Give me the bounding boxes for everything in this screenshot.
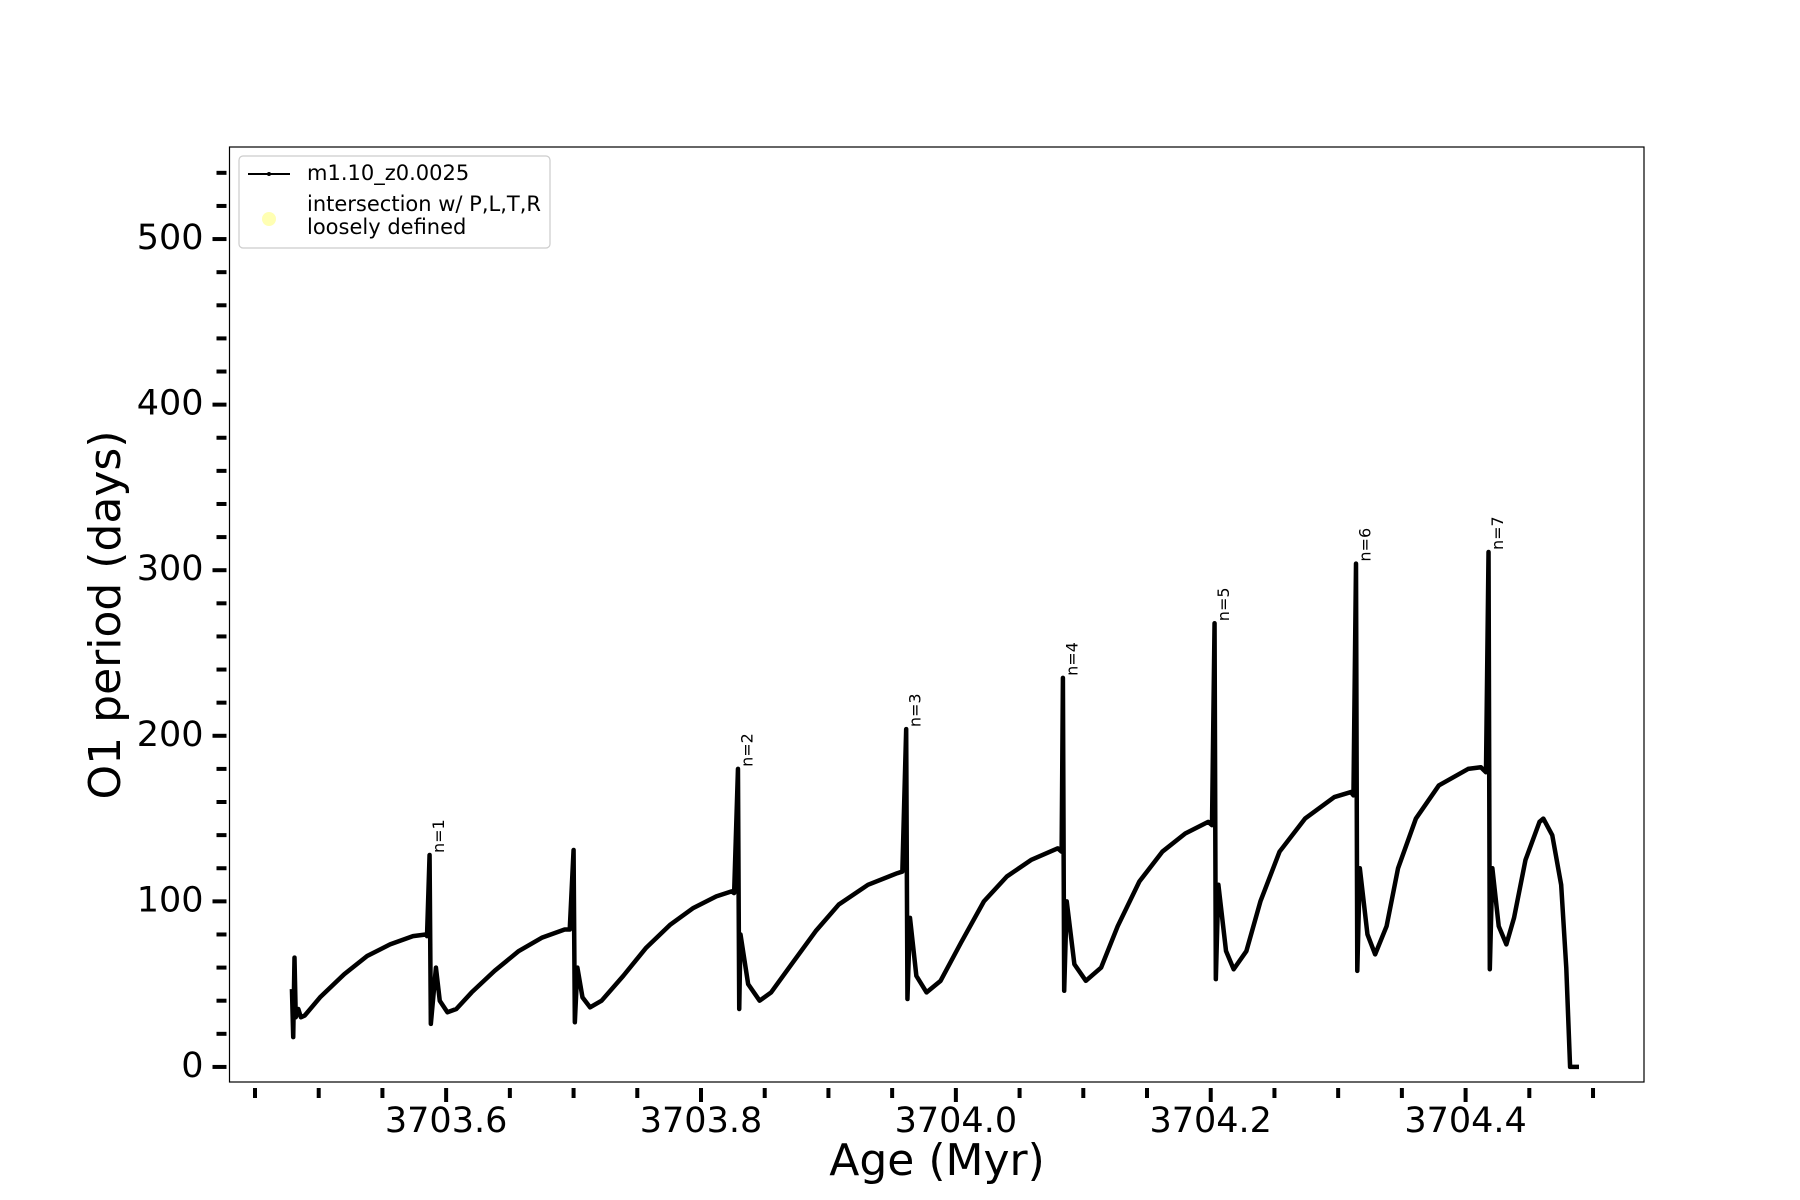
- x-tick-label: 3704.4: [1404, 1101, 1526, 1141]
- y-tick-label: 500: [137, 218, 204, 258]
- x-tick-label: 3703.8: [640, 1101, 762, 1141]
- legend-label: loosely defined: [307, 215, 466, 239]
- y-tick-label: 0: [181, 1046, 203, 1086]
- legend-label: intersection w/ P,L,T,R: [307, 192, 541, 216]
- x-tick-label: 3703.6: [385, 1101, 507, 1141]
- annotation: n=2: [737, 733, 756, 767]
- y-tick-label: 100: [137, 880, 204, 920]
- legend-box: [238, 155, 551, 249]
- x-tick-label: 3704.2: [1149, 1101, 1271, 1141]
- y-tick-label: 400: [137, 384, 204, 424]
- annotation: n=1: [429, 819, 448, 853]
- legend-marker: [262, 212, 276, 226]
- annotation: n=3: [906, 693, 925, 727]
- plot-frame: [228, 146, 1645, 1083]
- x-tick-label: 3704.0: [895, 1101, 1017, 1141]
- data-line: [289, 549, 1580, 1070]
- legend-marker: [267, 172, 271, 176]
- annotation: n=7: [1488, 516, 1507, 550]
- annotation: n=6: [1356, 528, 1375, 562]
- legend-label: m1.10_z0.0025: [307, 161, 469, 186]
- x-axis-label: Age (Myr): [829, 1135, 1045, 1186]
- y-tick-label: 300: [137, 549, 204, 589]
- annotation: n=5: [1214, 587, 1233, 621]
- y-tick-label: 200: [137, 715, 204, 755]
- legend: m1.10_z0.0025 intersection w/ P,L,T,Rloos…: [238, 155, 551, 249]
- y-axis-label: O1 period (days): [80, 431, 131, 800]
- annotation: n=4: [1062, 642, 1081, 676]
